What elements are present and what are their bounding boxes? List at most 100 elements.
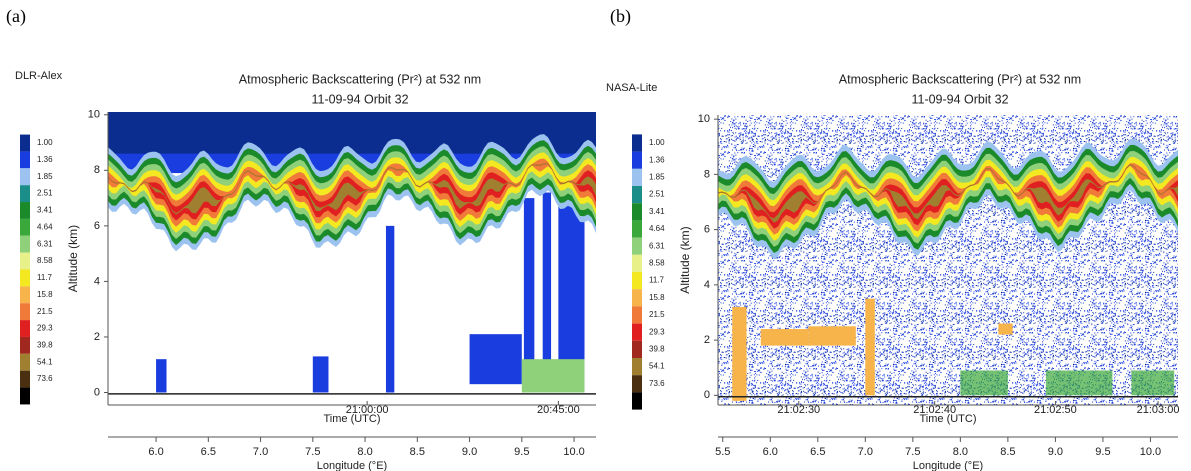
y-tick-label: 6 xyxy=(94,220,100,232)
colorbar-label: 6.31 xyxy=(37,239,53,248)
feature xyxy=(1045,370,1113,396)
colorbar-swatch xyxy=(20,235,30,253)
colorbar-swatch xyxy=(632,323,642,341)
colorbar-swatch xyxy=(20,185,30,203)
colorbar-swatch xyxy=(20,218,30,236)
colorbar-label: 1.85 xyxy=(37,172,53,181)
y-tick-label: 8 xyxy=(94,164,100,176)
time-tick-label: 20:45:00 xyxy=(537,404,580,416)
x-tick-label: 7.0 xyxy=(858,446,873,458)
colorbar-label: 6.31 xyxy=(649,241,665,250)
colorbar-label: 3.41 xyxy=(37,206,53,215)
colorbar-swatch xyxy=(20,370,30,388)
colorbar-swatch xyxy=(20,387,30,405)
chart-subtitle: 11-09-94 Orbit 32 xyxy=(311,92,408,106)
colorbar-swatch xyxy=(632,151,642,169)
colorbar-swatch xyxy=(20,320,30,337)
x-tick-label: 9.5 xyxy=(1095,446,1110,458)
colorbar-label: 21.5 xyxy=(649,310,665,319)
colorbar-swatch xyxy=(20,303,30,321)
backscatter-image xyxy=(718,115,1178,405)
y-tick-label: 4 xyxy=(94,275,100,287)
time-tick-label: 21:00:00 xyxy=(346,404,389,416)
colorbar-label: 11.7 xyxy=(649,276,665,285)
colorbar-swatch xyxy=(632,186,642,204)
colorbar-label: 2.51 xyxy=(649,190,665,199)
colorbar-label: 54.1 xyxy=(37,357,53,366)
colorbar-swatch xyxy=(20,202,30,219)
x-axis-label: Longitude (°E) xyxy=(317,460,387,471)
x-tick-label: 10.0 xyxy=(563,446,584,458)
colorbar-swatch xyxy=(20,134,30,152)
colorbar-swatch xyxy=(632,134,642,152)
colorbar-swatch xyxy=(632,168,642,186)
x-tick-label: 7.5 xyxy=(305,446,320,458)
colorbar-swatch xyxy=(632,203,642,221)
colorbar-label: 21.5 xyxy=(37,307,53,316)
colorbar-label: 1.36 xyxy=(37,155,53,164)
panel-label: (a) xyxy=(6,6,26,27)
x-tick-label: 6.0 xyxy=(763,446,778,458)
colorbar-label: 39.8 xyxy=(649,345,665,354)
colorbar-label: 1.85 xyxy=(649,173,665,182)
x-axis-label: Longitude (°E) xyxy=(913,460,983,471)
y-tick-label: 2 xyxy=(704,334,710,346)
colorbar-label: 15.8 xyxy=(37,290,53,299)
time-axis-label: Time (UTC) xyxy=(919,413,976,425)
x-tick-label: 7.5 xyxy=(905,446,920,458)
colorbar-swatch xyxy=(632,272,642,290)
feature xyxy=(865,298,875,396)
colorbar-label: 4.64 xyxy=(649,224,665,233)
colorbar-swatch xyxy=(632,375,642,393)
colorbar-label: 1.00 xyxy=(37,138,53,147)
colorbar-swatch xyxy=(20,336,30,354)
y-axis-label: Altitude (km) xyxy=(678,226,692,293)
colorbar-label: 2.51 xyxy=(37,189,53,198)
column xyxy=(156,359,167,393)
time-tick-label: 21:02:40 xyxy=(913,404,956,416)
column xyxy=(385,225,395,393)
y-tick-label: 10 xyxy=(88,109,100,121)
time-tick-label: 21:02:30 xyxy=(777,404,820,416)
cloud-layer xyxy=(718,164,1178,223)
x-tick-label: 9.5 xyxy=(514,446,529,458)
x-tick-label: 6.5 xyxy=(201,446,216,458)
chart-title: Atmospheric Backscattering (Pr²) at 532 … xyxy=(839,72,1081,86)
colorbar-label: 3.41 xyxy=(649,207,665,216)
colorbar-swatch xyxy=(632,340,642,358)
colorbar-swatch xyxy=(632,289,642,307)
y-tick-label: 4 xyxy=(704,279,710,291)
feature xyxy=(998,323,1013,335)
colorbar-swatch xyxy=(20,252,30,270)
colorbar-swatch xyxy=(20,269,30,287)
column xyxy=(523,198,535,393)
colorbar-swatch xyxy=(20,168,30,186)
time-axis-label: Time (UTC) xyxy=(323,413,380,425)
cloud-layer xyxy=(718,164,1178,229)
feature xyxy=(760,329,809,346)
time-tick-label: 21:02:50 xyxy=(1034,404,1077,416)
y-tick-label: 0 xyxy=(94,386,100,398)
colorbar-label: 8.58 xyxy=(37,256,53,265)
y-tick-label: 2 xyxy=(94,331,100,343)
feature xyxy=(960,370,1008,396)
feature xyxy=(808,326,856,346)
colorbar-swatch xyxy=(632,237,642,255)
colorbar-swatch xyxy=(20,151,30,169)
x-tick-label: 8.0 xyxy=(953,446,968,458)
x-tick-label: 5.5 xyxy=(715,446,730,458)
backscatter-image xyxy=(108,112,596,395)
colorbar-label: 29.3 xyxy=(37,324,53,333)
colorbar-label: 1.00 xyxy=(649,138,665,147)
colorbar-label: 8.58 xyxy=(649,259,665,268)
instrument-label: NASA-Lite xyxy=(606,82,657,94)
chart-subtitle: 11-09-94 Orbit 32 xyxy=(911,92,1008,106)
time-tick-label: 21:03:00 xyxy=(1137,404,1180,416)
colorbar-label: 73.6 xyxy=(37,374,53,383)
x-tick-label: 9.0 xyxy=(1048,446,1063,458)
colorbar-label: 15.8 xyxy=(649,293,665,302)
x-tick-label: 8.5 xyxy=(410,446,425,458)
colorbar-label: 11.7 xyxy=(37,273,53,282)
colorbar-swatch xyxy=(20,286,30,304)
